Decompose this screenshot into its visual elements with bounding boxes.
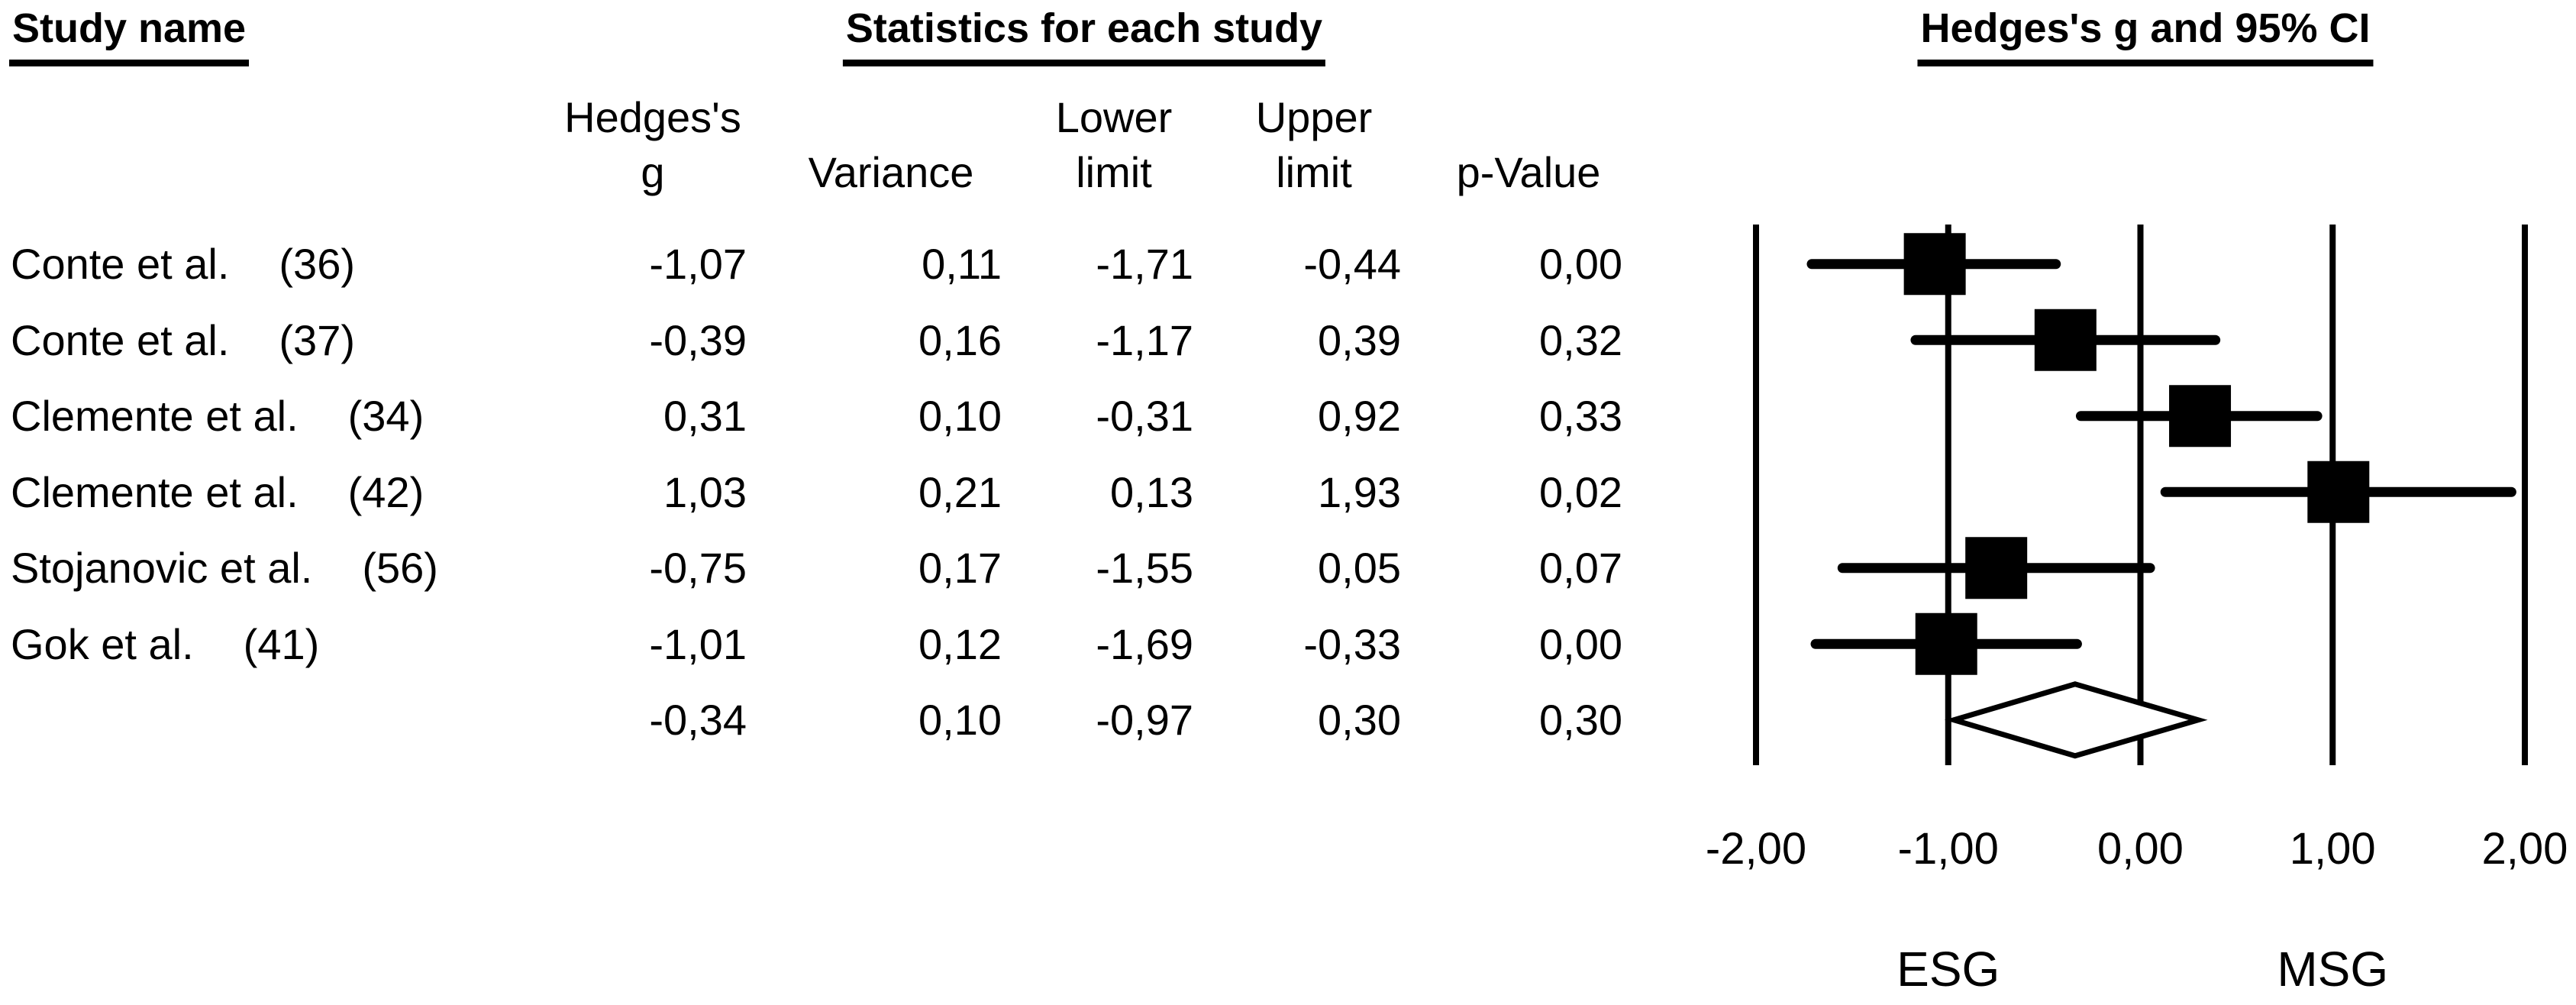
study-name-text: Stojanovic et al. [11, 544, 313, 593]
x-axis-tick-label: -1,00 [1897, 824, 1999, 874]
lower-limit-value: -0,31 [1096, 392, 1193, 441]
effect-size-square [2307, 460, 2370, 523]
variance-value: 0,16 [918, 315, 1002, 364]
table-row: Clemente et al. (34) 0,31 0,10 -0,31 0,92 0,33 [0, 378, 1639, 454]
lower-limit-value: -1,71 [1096, 240, 1193, 289]
summary-diamond [1944, 681, 2208, 759]
study-name: Conte et al. (36) [0, 239, 542, 289]
lower-limit-value: -1,69 [1096, 619, 1193, 668]
hedges-g-value: -0,34 [649, 696, 747, 745]
table-row: Stojanovic et al. (56) -0,75 0,17 -1,55 0,05 0… [0, 530, 1639, 606]
group-label-esg: ESG [1896, 942, 2000, 997]
hedges-g-value: 1,03 [663, 467, 747, 516]
effect-size-square [1903, 233, 1966, 296]
header-lower-limit: Lower limit [1055, 93, 1173, 196]
reference-number: (56) [362, 544, 438, 593]
study-name-text: Conte et al. [11, 240, 230, 289]
p-value: 0,02 [1539, 467, 1622, 516]
hedges-g-value: 0,31 [663, 392, 747, 441]
hedges-g-value: -0,39 [649, 315, 747, 364]
upper-limit-value: -0,33 [1303, 619, 1401, 668]
p-value: 0,07 [1539, 544, 1622, 593]
x-axis-tick-label: 0,00 [2097, 824, 2184, 874]
statistics-table-body: Conte et al. (36) -1,07 0,11 -1,71 -0,44 0,00 C… [0, 226, 1639, 758]
upper-limit-value: 0,30 [1318, 696, 1401, 745]
lower-limit-value: -1,17 [1096, 315, 1193, 364]
variance-value: 0,21 [918, 467, 1002, 516]
table-row: -0,34 0,10 -0,97 0,30 0,30 [0, 682, 1639, 758]
header-p-value: p-Value [1456, 148, 1601, 196]
hedges-g-value: -1,07 [649, 240, 747, 289]
group-label-msg: MSG [2277, 942, 2389, 997]
table-row: Gok et al. (41) -1,01 0,12 -1,69 -0,33 0,00 [0, 606, 1639, 683]
p-value: 0,00 [1539, 240, 1622, 289]
variance-value: 0,11 [922, 240, 1002, 289]
x-axis-tick-label: 1,00 [2289, 824, 2376, 874]
hedges-g-value: -0,75 [649, 544, 747, 593]
reference-number: (42) [347, 467, 424, 516]
effect-size-square [1965, 537, 2028, 599]
study-name: Conte et al. (37) [0, 315, 542, 365]
effect-size-square [2034, 309, 2097, 371]
effect-size-square [1915, 612, 1977, 675]
x-axis-tick-label: -2,00 [1705, 824, 1807, 874]
variance-value: 0,10 [918, 392, 1002, 441]
study-name: Gok et al. (41) [0, 619, 542, 669]
upper-limit-value: 0,39 [1318, 315, 1401, 364]
table-row: Clemente et al. (42) 1,03 0,21 0,13 1,93 0,02 [0, 454, 1639, 531]
study-name-text: Gok et al. [11, 619, 194, 668]
p-value: 0,00 [1539, 619, 1622, 668]
table-row: Conte et al. (36) -1,07 0,11 -1,71 -0,44 0,00 [0, 226, 1639, 302]
study-name-text: Clemente et al. [11, 392, 299, 441]
variance-value: 0,12 [918, 619, 1002, 668]
study-name-text: Clemente et al. [11, 467, 299, 516]
study-name-column-title: Study name [9, 5, 250, 66]
hedges-g-value: -1,01 [649, 619, 747, 668]
upper-limit-value: 0,92 [1318, 392, 1401, 441]
effect-size-square [2169, 385, 2232, 448]
p-value: 0,32 [1539, 315, 1622, 364]
variance-value: 0,17 [918, 544, 1002, 593]
header-variance: Variance [808, 148, 974, 196]
reference-number: (34) [347, 392, 424, 441]
upper-limit-value: 1,93 [1318, 467, 1401, 516]
reference-number: (41) [243, 619, 320, 668]
variance-value: 0,10 [918, 696, 1002, 745]
effect-size-column-title: Hedges's g and 95% CI [1917, 5, 2374, 66]
reference-number: (36) [279, 240, 355, 289]
header-upper-limit: Upper limit [1255, 93, 1373, 196]
statistics-column-title: Statistics for each study [842, 5, 1326, 66]
study-name: Clemente et al. (42) [0, 467, 542, 517]
lower-limit-value: -1,55 [1096, 544, 1193, 593]
p-value: 0,30 [1539, 696, 1622, 745]
study-name: Stojanovic et al. (56) [0, 543, 542, 593]
study-name-text: Conte et al. [11, 315, 230, 364]
x-axis-tick-label: 2,00 [2481, 824, 2568, 874]
lower-limit-value: -0,97 [1096, 696, 1193, 745]
lower-limit-value: 0,13 [1110, 467, 1193, 516]
reference-number: (37) [279, 315, 355, 364]
upper-limit-value: 0,05 [1318, 544, 1401, 593]
study-name: Clemente et al. (34) [0, 391, 542, 441]
p-value: 0,33 [1539, 392, 1622, 441]
header-hedges-g: Hedges's g [564, 93, 741, 196]
table-row: Conte et al. (37) -0,39 0,16 -1,17 0,39 0,32 [0, 302, 1639, 379]
upper-limit-value: -0,44 [1303, 240, 1401, 289]
